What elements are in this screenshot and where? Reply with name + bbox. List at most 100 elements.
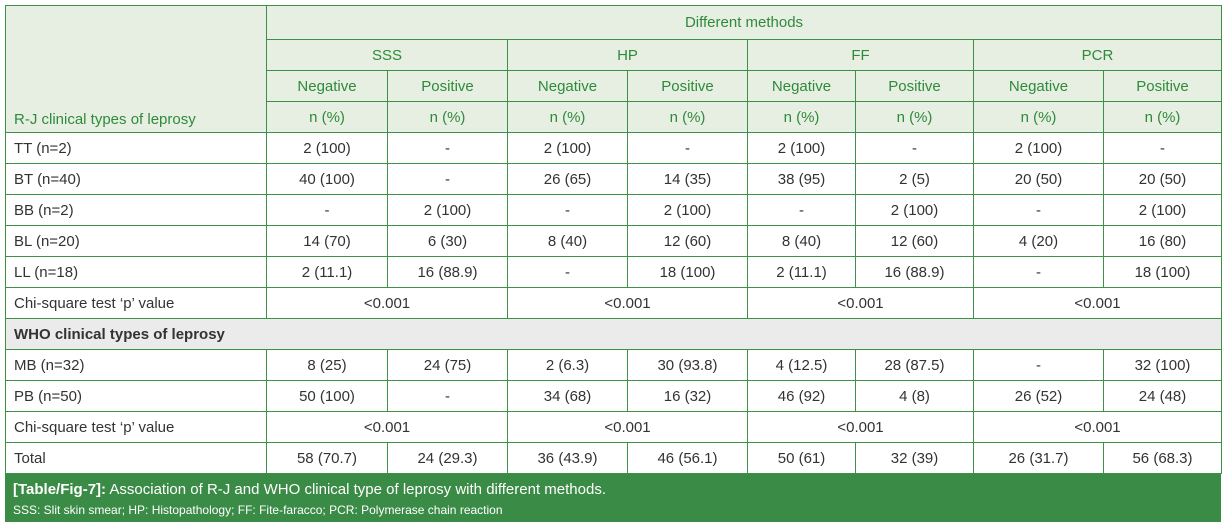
unit-header: n (%) xyxy=(627,101,748,133)
table-cell: 20 (50) xyxy=(973,163,1104,195)
table-header: R-J clinical types of leprosy Different … xyxy=(5,5,1222,133)
row-label: BT (n=40) xyxy=(5,163,267,195)
unit-header: n (%) xyxy=(266,101,388,133)
p-value: <0.001 xyxy=(507,287,748,319)
table-cell: - xyxy=(387,132,508,164)
table-cell: 40 (100) xyxy=(266,163,388,195)
section-row: WHO clinical types of leprosy xyxy=(5,318,1222,350)
table-cell: 2 (100) xyxy=(973,132,1104,164)
table-cell: - xyxy=(973,194,1104,226)
group-title: Different methods xyxy=(266,5,1222,40)
table-row: BB (n=2) - 2 (100) - 2 (100) - 2 (100) -… xyxy=(5,194,1222,226)
section-title: WHO clinical types of leprosy xyxy=(5,318,1222,350)
table-cell: 50 (61) xyxy=(747,442,856,474)
table-row: MB (n=32) 8 (25) 24 (75) 2 (6.3) 30 (93.… xyxy=(5,349,1222,381)
method-header: HP xyxy=(507,39,748,71)
unit-header: n (%) xyxy=(855,101,974,133)
table-cell: - xyxy=(266,194,388,226)
table-cell: 24 (75) xyxy=(387,349,508,381)
results-table: R-J clinical types of leprosy Different … xyxy=(5,5,1222,474)
row-label-header: R-J clinical types of leprosy xyxy=(5,5,267,133)
table-cell: 32 (39) xyxy=(855,442,974,474)
row-label: Total xyxy=(5,442,267,474)
sub-header: Positive xyxy=(1103,70,1222,102)
row-label: BL (n=20) xyxy=(5,225,267,257)
table-cell: 2 (5) xyxy=(855,163,974,195)
table-cell: 2 (100) xyxy=(855,194,974,226)
table-cell: - xyxy=(387,163,508,195)
sub-header: Positive xyxy=(387,70,508,102)
row-label: Chi-square test ‘p’ value xyxy=(5,411,267,443)
unit-header: n (%) xyxy=(973,101,1104,133)
table-cell: 8 (40) xyxy=(747,225,856,257)
table-cell: - xyxy=(1103,132,1222,164)
method-header: FF xyxy=(747,39,974,71)
table-cell: 46 (92) xyxy=(747,380,856,412)
table-cell: 2 (100) xyxy=(387,194,508,226)
table-cell: 16 (80) xyxy=(1103,225,1222,257)
table-cell: 2 (11.1) xyxy=(266,256,388,288)
sub-header: Negative xyxy=(266,70,388,102)
table-cell: 4 (8) xyxy=(855,380,974,412)
table-cell: 18 (100) xyxy=(1103,256,1222,288)
table-cell: 14 (70) xyxy=(266,225,388,257)
table-row: TT (n=2) 2 (100) - 2 (100) - 2 (100) - 2… xyxy=(5,132,1222,164)
row-label: BB (n=2) xyxy=(5,194,267,226)
table-caption: [Table/Fig-7]: Association of R-J and WH… xyxy=(5,474,1221,522)
sub-header: Positive xyxy=(855,70,974,102)
table-cell: 38 (95) xyxy=(747,163,856,195)
table-cell: 2 (100) xyxy=(507,132,628,164)
table-row: BT (n=40) 40 (100) - 26 (65) 14 (35) 38 … xyxy=(5,163,1222,195)
table-cell: 56 (68.3) xyxy=(1103,442,1222,474)
method-header: SSS xyxy=(266,39,508,71)
table-body: TT (n=2) 2 (100) - 2 (100) - 2 (100) - 2… xyxy=(5,132,1222,474)
sub-header: Positive xyxy=(627,70,748,102)
table-cell: 32 (100) xyxy=(1103,349,1222,381)
table-cell: 28 (87.5) xyxy=(855,349,974,381)
table-cell: 12 (60) xyxy=(627,225,748,257)
chi-square-row: Chi-square test ‘p’ value <0.001 <0.001 … xyxy=(5,287,1222,319)
table-cell: - xyxy=(507,194,628,226)
table-cell: 24 (29.3) xyxy=(387,442,508,474)
p-value: <0.001 xyxy=(266,411,508,443)
row-label: TT (n=2) xyxy=(5,132,267,164)
table-cell: 46 (56.1) xyxy=(627,442,748,474)
table-cell: 8 (40) xyxy=(507,225,628,257)
table-cell: 36 (43.9) xyxy=(507,442,628,474)
row-label: Chi-square test ‘p’ value xyxy=(5,287,267,319)
unit-header: n (%) xyxy=(1103,101,1222,133)
table-cell: 26 (65) xyxy=(507,163,628,195)
unit-header: n (%) xyxy=(387,101,508,133)
table-cell: 26 (31.7) xyxy=(973,442,1104,474)
table-cell: - xyxy=(507,256,628,288)
p-value: <0.001 xyxy=(973,287,1222,319)
caption-text: Association of R-J and WHO clinical type… xyxy=(106,481,606,498)
table-cell: 2 (100) xyxy=(1103,194,1222,226)
sub-header: Negative xyxy=(747,70,856,102)
table-cell: - xyxy=(973,349,1104,381)
p-value: <0.001 xyxy=(747,411,974,443)
p-value: <0.001 xyxy=(266,287,508,319)
table-cell: 18 (100) xyxy=(627,256,748,288)
p-value: <0.001 xyxy=(747,287,974,319)
caption-abbreviations: SSS: Slit skin smear; HP: Histopathology… xyxy=(13,503,503,517)
row-label: LL (n=18) xyxy=(5,256,267,288)
table-cell: 58 (70.7) xyxy=(266,442,388,474)
table-cell: 16 (88.9) xyxy=(855,256,974,288)
table-cell: 2 (6.3) xyxy=(507,349,628,381)
table-cell: - xyxy=(627,132,748,164)
p-value: <0.001 xyxy=(507,411,748,443)
table-cell: 50 (100) xyxy=(266,380,388,412)
row-label: PB (n=50) xyxy=(5,380,267,412)
row-label: MB (n=32) xyxy=(5,349,267,381)
table-cell: 26 (52) xyxy=(973,380,1104,412)
total-row: Total 58 (70.7) 24 (29.3) 36 (43.9) 46 (… xyxy=(5,442,1222,474)
caption-ref: [Table/Fig-7]: xyxy=(13,481,107,498)
table-cell: - xyxy=(387,380,508,412)
chi-square-row: Chi-square test ‘p’ value <0.001 <0.001 … xyxy=(5,411,1222,443)
table-cell: 24 (48) xyxy=(1103,380,1222,412)
table-cell: 16 (32) xyxy=(627,380,748,412)
table-row: LL (n=18) 2 (11.1) 16 (88.9) - 18 (100) … xyxy=(5,256,1222,288)
table-cell: 2 (100) xyxy=(747,132,856,164)
method-header: PCR xyxy=(973,39,1222,71)
